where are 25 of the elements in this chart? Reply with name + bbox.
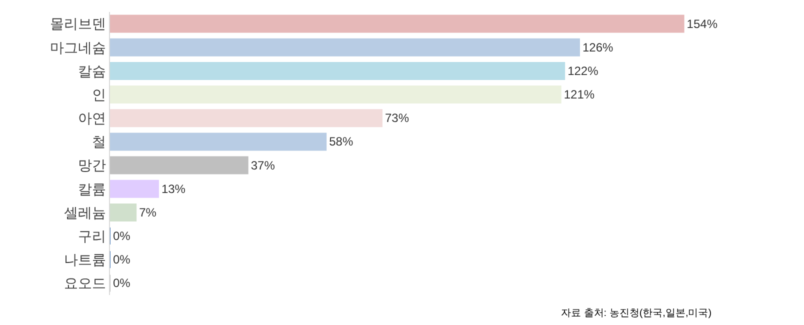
y-tick-label: 요오드 [64, 275, 106, 292]
y-tick-label: 셀레늄 [64, 204, 106, 220]
data-label: 58% [329, 134, 354, 149]
data-label: 121% [564, 88, 595, 102]
data-label: 122% [568, 64, 599, 78]
data-label: 154% [686, 16, 718, 31]
y-tick-label: 마그네슘 [50, 39, 106, 56]
text: 자료 출처: 농진청(한국,일본,미국) [561, 308, 712, 319]
y-tick-label: 망간 [78, 157, 106, 174]
y-tick-label: 칼슘 [78, 62, 106, 79]
y-tick-label: 칼륨 [78, 180, 106, 197]
y-tick-label: 인 [92, 86, 106, 102]
data-label: 0% [113, 229, 131, 244]
y-tick-label: 나트륨 [64, 252, 106, 268]
y-tick-label: 철 [92, 134, 106, 150]
data-label: 73% [385, 111, 410, 126]
data-label: 0% [113, 276, 131, 290]
data-label: 126% [582, 40, 614, 54]
y-tick-label: 아연 [78, 110, 106, 126]
data-label: 7% [139, 205, 157, 220]
y-tick-label: 구리 [78, 228, 106, 244]
data-label: 13% [161, 182, 186, 196]
data-label: 0% [113, 252, 131, 267]
data-label: 37% [250, 158, 276, 172]
y-tick-label: 몰리브덴 [50, 16, 106, 32]
